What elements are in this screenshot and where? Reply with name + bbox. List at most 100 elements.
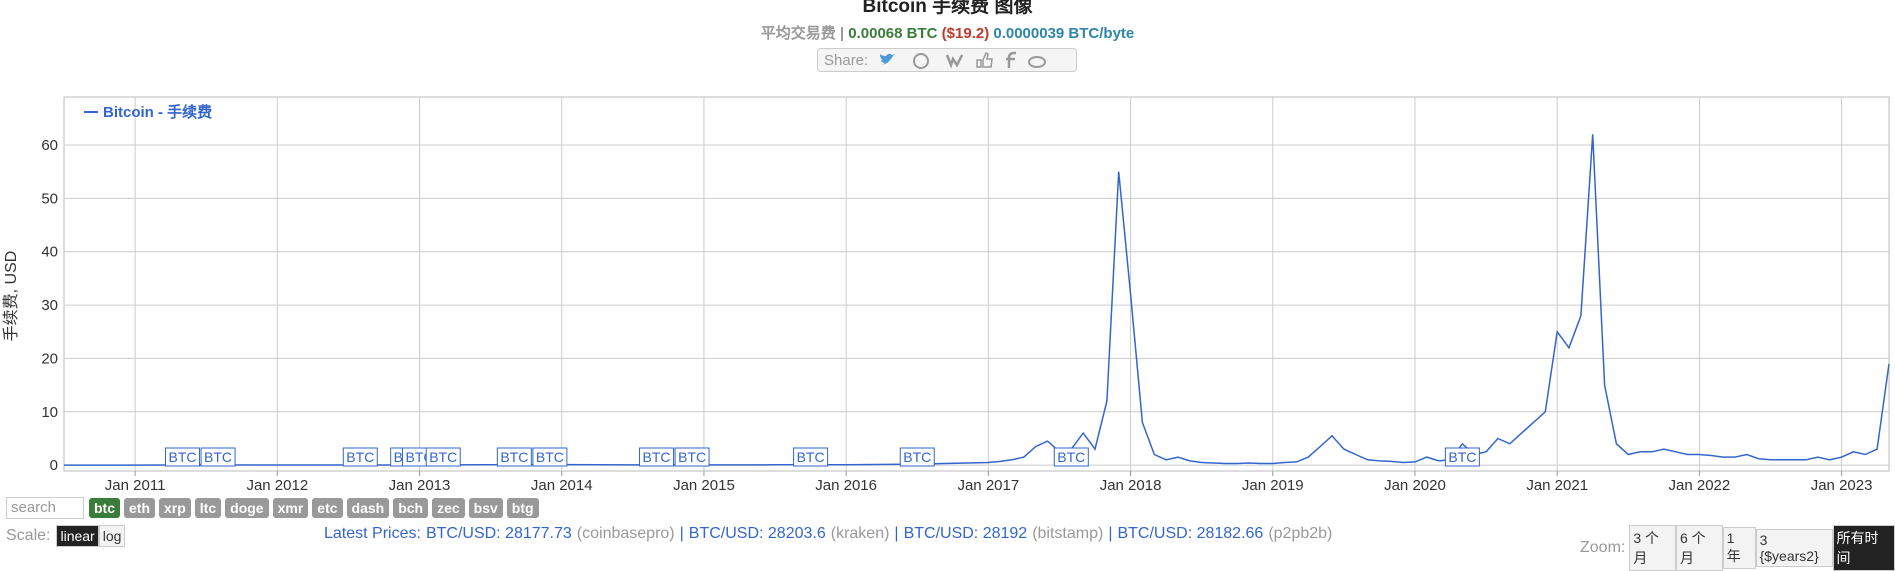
x-tick-label: Jan 2023: [1811, 477, 1873, 490]
price-source: (coinbasepro): [576, 525, 675, 542]
coin-button[interactable]: bsv: [468, 498, 503, 518]
flag-label: BTC: [429, 449, 457, 465]
zoom-button[interactable]: 1 年: [1722, 527, 1756, 569]
plot-area: [63, 96, 1890, 472]
coin-row: search btc eth xrp ltc doge xmr etc dash bch zec b…: [6, 497, 543, 519]
scale-row: Scale: linear log: [6, 525, 126, 547]
zoom-button[interactable]: 6 个月: [1675, 525, 1723, 571]
flag-box: [639, 447, 675, 467]
flag: BTC: [425, 447, 461, 467]
fee-label: 平均交易费 |: [760, 25, 845, 42]
search-box[interactable]: search: [6, 497, 84, 519]
flag-label: BTC: [346, 449, 374, 465]
x-tick-label: Jan 2022: [1669, 477, 1731, 490]
price-pair: BTC/USD: 28182.66: [1117, 525, 1264, 542]
x-tick-label: Jan 2019: [1242, 477, 1304, 490]
y-tick-label: 20: [41, 350, 58, 367]
y-tick-label: 10: [41, 404, 58, 421]
flag-box: [342, 447, 378, 467]
price-source: (bitstamp): [1032, 525, 1104, 542]
price-pair: BTC/USD: 28192: [903, 525, 1028, 542]
x-tick-label: Jan 2016: [815, 477, 877, 490]
flag-label: BTC: [204, 449, 232, 465]
flag-label: BTC: [797, 449, 825, 465]
prices-row: Latest Prices: BTC/USD: 28177.73 (coinbas…: [324, 525, 1332, 543]
coin-button[interactable]: xmr: [272, 498, 309, 518]
zoom-button[interactable]: 3 个月: [1629, 525, 1676, 571]
coin-button[interactable]: zec: [432, 498, 465, 518]
flag-box: [425, 447, 461, 467]
flag-box: [200, 447, 236, 467]
flag-label: BTC: [500, 449, 528, 465]
flag-label: BTC: [1448, 449, 1476, 465]
y-tick-label: 0: [50, 457, 58, 474]
y-tick-label: 40: [41, 244, 58, 261]
x-tick-label: Jan 2020: [1384, 477, 1446, 490]
coin-button[interactable]: btc: [89, 498, 120, 518]
price-source: (p2pb2b): [1268, 525, 1333, 542]
flag: BTC: [1053, 447, 1089, 467]
flag-label: BTC: [536, 449, 564, 465]
share-icons[interactable]: [877, 50, 1076, 70]
share-bar: Share:: [817, 48, 1077, 72]
scale-button[interactable]: log: [98, 525, 126, 547]
flag: BTC: [1444, 447, 1480, 467]
x-tick-label: Jan 2014: [531, 477, 593, 490]
flag: BTC: [342, 447, 378, 467]
data-line: [64, 134, 1890, 466]
zoom-label: Zoom:: [1580, 539, 1626, 556]
price-source: (kraken): [830, 525, 890, 542]
flag-box: [899, 447, 935, 467]
coin-button[interactable]: bch: [393, 498, 429, 518]
flag-box: [1053, 447, 1089, 467]
flag: BTC: [532, 447, 568, 467]
flag: BTC: [793, 447, 829, 467]
flag: BTC: [165, 447, 201, 467]
coin-button[interactable]: eth: [124, 498, 155, 518]
x-tick-label: Jan 2012: [246, 477, 308, 490]
y-tick-label: 30: [41, 297, 58, 314]
flag-box: [165, 447, 201, 467]
flag-label: BTC: [643, 449, 671, 465]
separator: |: [1108, 525, 1113, 542]
coin-button[interactable]: dash: [346, 498, 390, 518]
y-axis-label: 手续费, USD: [2, 251, 20, 342]
flag-label: BTC: [678, 449, 706, 465]
coin-button[interactable]: etc: [312, 498, 343, 518]
flag-label: BTC: [169, 449, 197, 465]
y-tick-label: 60: [41, 137, 58, 154]
coin-button[interactable]: btg: [506, 498, 539, 518]
flag-label: BTC: [903, 449, 931, 465]
flag: BTC: [200, 447, 236, 467]
coin-button[interactable]: doge: [225, 498, 269, 518]
flag-box: [793, 447, 829, 467]
x-tick-label: Jan 2011: [105, 477, 166, 490]
fee-usd: ($19.2): [941, 25, 990, 42]
flag-box: [674, 447, 710, 467]
share-label: Share:: [824, 51, 869, 69]
flag-box: [532, 447, 568, 467]
coin-button[interactable]: xrp: [159, 498, 191, 518]
flag-box: [1444, 447, 1480, 467]
fee-btc: 0.00068 BTC: [848, 25, 938, 42]
flag: BTC: [496, 447, 532, 467]
x-tick-label: Jan 2017: [957, 477, 1019, 490]
coin-button[interactable]: ltc: [194, 498, 222, 518]
y-tick-label: 50: [41, 190, 58, 207]
flag: BTC: [899, 447, 935, 467]
legend-label: Bitcoin - 手续费: [103, 103, 212, 121]
separator: |: [894, 525, 899, 542]
x-tick-label: Jan 2018: [1100, 477, 1162, 490]
title: Bitcoin 手续费 图像: [862, 0, 1033, 17]
flag-label: BTC: [1057, 449, 1085, 465]
flag-box: [496, 447, 532, 467]
zoom-button[interactable]: 所有时间: [1832, 525, 1895, 571]
scale-button[interactable]: linear: [56, 525, 99, 547]
subtitle: 平均交易费 | 0.00068 BTC ($19.2) 0.0000039 BT…: [0, 22, 1895, 43]
zoom-button[interactable]: 3 {$years2}: [1755, 529, 1833, 567]
scale-label: Scale:: [6, 527, 51, 544]
flag: BTC: [674, 447, 710, 467]
separator: |: [679, 525, 684, 542]
